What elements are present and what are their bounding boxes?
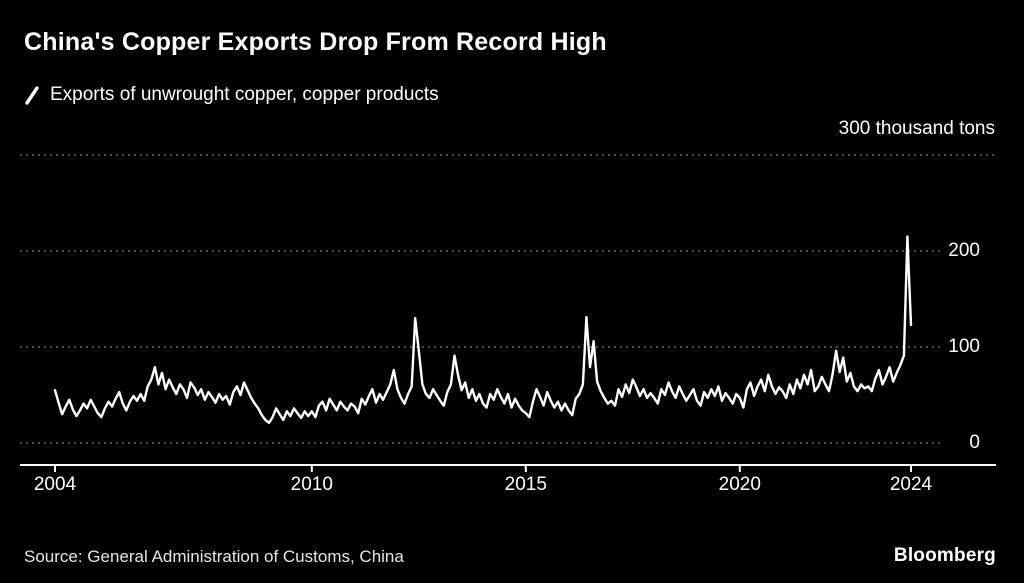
legend-label: Exports of unwrought copper, copper prod… [50, 84, 439, 105]
x-tick-label-2004: 2004 [33, 474, 77, 495]
y-tick-label-100: 100 [948, 336, 980, 357]
page-title: China's Copper Exports Drop From Record … [24, 28, 607, 56]
y-axis-unit-label: 300 thousand tons [838, 118, 995, 139]
x-axis-ticks [54, 465, 912, 472]
bloomberg-logo: Bloomberg [893, 545, 996, 566]
x-tick-label-2024: 2024 [889, 474, 933, 495]
x-tick-label-2015: 2015 [504, 474, 547, 495]
y-tick-label-200: 200 [948, 240, 980, 261]
copper-exports-line [53, 235, 913, 424]
gridlines [20, 154, 996, 444]
legend: Exports of unwrought copper, copper prod… [24, 84, 439, 106]
y-tick-label-0: 0 [969, 432, 980, 453]
slash-key-icon [25, 86, 39, 105]
source-attribution: Source: General Administration of Custom… [24, 547, 404, 566]
x-tick-label-2020: 2020 [718, 474, 761, 495]
x-tick-label-2010: 2010 [290, 474, 333, 495]
